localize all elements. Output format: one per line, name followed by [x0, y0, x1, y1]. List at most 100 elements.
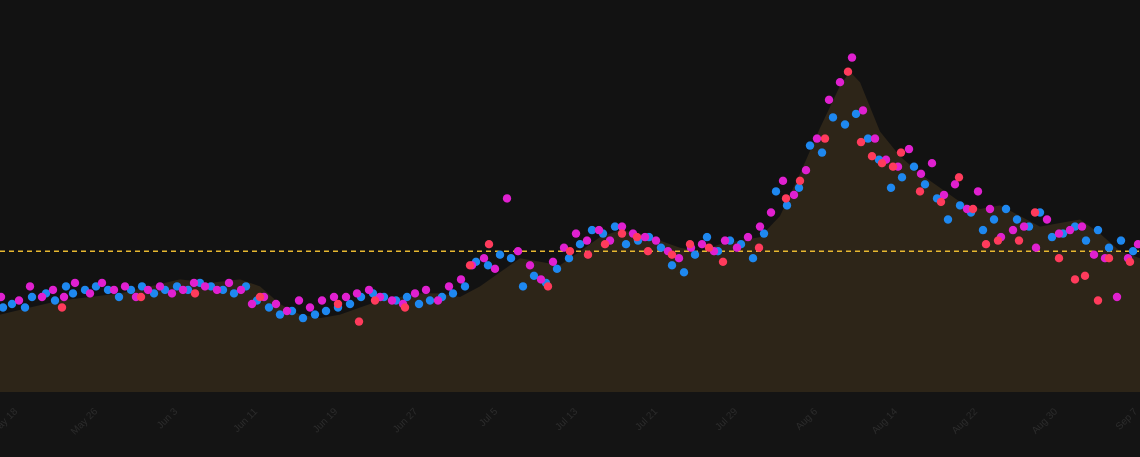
public-offers-point[interactable] [950, 180, 960, 189]
public-offers-point[interactable] [985, 204, 995, 214]
public-offers-point[interactable] [582, 236, 592, 245]
public-offers-point[interactable] [236, 285, 246, 295]
direct-offers-point[interactable] [1014, 236, 1024, 245]
public-offers-point[interactable] [421, 285, 431, 295]
direct-offers-point[interactable] [600, 240, 610, 249]
public-offers-point[interactable] [329, 292, 339, 302]
direct-offers-point[interactable] [57, 303, 67, 312]
direct-offers-point[interactable] [354, 317, 364, 326]
auctions-point[interactable] [564, 254, 574, 263]
public-offers-point[interactable] [766, 208, 776, 217]
auctions-point[interactable] [114, 292, 124, 302]
auctions-point[interactable] [218, 285, 228, 295]
auctions-point[interactable] [679, 268, 689, 277]
direct-offers-point[interactable] [617, 229, 627, 238]
public-offers-point[interactable] [1008, 225, 1018, 235]
public-offers-point[interactable] [962, 204, 972, 214]
public-offers-point[interactable] [513, 247, 523, 256]
auctions-point[interactable] [529, 271, 539, 280]
public-offers-point[interactable] [697, 240, 707, 249]
public-offers-point[interactable] [835, 78, 845, 87]
public-offers-point[interactable] [1019, 222, 1029, 231]
public-offers-point[interactable] [789, 190, 799, 200]
public-offers-point[interactable] [732, 243, 742, 252]
auctions-point[interactable] [863, 134, 873, 143]
auctions-point[interactable] [1001, 204, 1011, 214]
direct-offers-point[interactable] [565, 247, 575, 256]
public-offers-point[interactable] [120, 282, 130, 291]
direct-offers-point[interactable] [190, 289, 200, 298]
auctions-point[interactable] [229, 289, 239, 298]
public-offers-point[interactable] [143, 285, 153, 295]
auctions-point[interactable] [955, 201, 965, 210]
public-offers-point[interactable] [674, 254, 684, 263]
auctions-point[interactable] [610, 222, 620, 231]
auctions-point[interactable] [310, 310, 320, 319]
direct-offers-point[interactable] [795, 176, 805, 185]
public-offers-point[interactable] [778, 176, 788, 185]
public-offers-point[interactable] [387, 296, 397, 305]
public-offers-point[interactable] [247, 299, 257, 309]
auctions-point[interactable] [20, 303, 30, 312]
auctions-point[interactable] [909, 162, 919, 171]
public-offers-point[interactable] [25, 282, 35, 291]
public-offers-point[interactable] [212, 285, 222, 295]
public-offers-point[interactable] [939, 190, 949, 200]
public-offers-point[interactable] [97, 278, 107, 288]
auctions-point[interactable] [448, 289, 458, 298]
public-offers-point[interactable] [916, 169, 926, 178]
direct-offers-point[interactable] [877, 159, 887, 168]
public-offers-point[interactable] [571, 229, 581, 238]
public-offers-point[interactable] [525, 261, 535, 270]
auctions-point[interactable] [1128, 247, 1138, 256]
direct-offers-point[interactable] [1030, 208, 1040, 217]
auctions-point[interactable] [460, 282, 470, 291]
auctions-point[interactable] [759, 229, 769, 238]
auctions-point[interactable] [50, 296, 60, 305]
auctions-point[interactable] [425, 296, 435, 305]
public-offers-point[interactable] [824, 95, 834, 105]
auctions-point[interactable] [1093, 225, 1103, 235]
direct-offers-point[interactable] [643, 247, 653, 256]
direct-offers-point[interactable] [954, 173, 964, 182]
auctions-point[interactable] [989, 215, 999, 224]
auctions-point[interactable] [414, 299, 424, 309]
public-offers-point[interactable] [456, 275, 466, 284]
public-offers-point[interactable] [410, 289, 420, 298]
public-offers-point[interactable] [1042, 215, 1052, 224]
direct-offers-point[interactable] [981, 240, 991, 249]
public-offers-point[interactable] [294, 296, 304, 305]
public-offers-point[interactable] [155, 282, 165, 291]
direct-offers-point[interactable] [370, 296, 380, 305]
auctions-point[interactable] [61, 282, 71, 291]
direct-offers-point[interactable] [915, 187, 925, 196]
auctions-point[interactable] [298, 313, 308, 323]
auctions-point[interactable] [794, 183, 804, 192]
direct-offers-point[interactable] [255, 292, 265, 302]
public-offers-point[interactable] [444, 282, 454, 291]
direct-offers-point[interactable] [1093, 296, 1103, 305]
direct-offers-point[interactable] [583, 250, 593, 259]
public-offers-point[interactable] [85, 289, 95, 298]
auctions-point[interactable] [27, 292, 37, 302]
auctions-point[interactable] [495, 250, 505, 259]
public-offers-point[interactable] [594, 225, 604, 235]
public-offers-point[interactable] [1031, 243, 1041, 252]
auctions-point[interactable] [656, 243, 666, 252]
auctions-point[interactable] [7, 299, 17, 309]
public-offers-point[interactable] [720, 236, 730, 245]
auctions-point[interactable] [748, 254, 758, 263]
public-offers-point[interactable] [271, 299, 281, 309]
public-offers-point[interactable] [651, 236, 661, 245]
auctions-point[interactable] [851, 109, 861, 119]
auctions-point[interactable] [667, 261, 677, 270]
auctions-point[interactable] [1012, 215, 1022, 224]
auctions-point[interactable] [828, 113, 838, 122]
auctions-point[interactable] [345, 299, 355, 309]
direct-offers-point[interactable] [465, 261, 475, 270]
public-offers-point[interactable] [433, 296, 443, 305]
public-offers-point[interactable] [341, 292, 351, 302]
public-offers-point[interactable] [858, 106, 868, 115]
public-offers-point[interactable] [37, 292, 47, 302]
direct-offers-point[interactable] [136, 292, 146, 302]
